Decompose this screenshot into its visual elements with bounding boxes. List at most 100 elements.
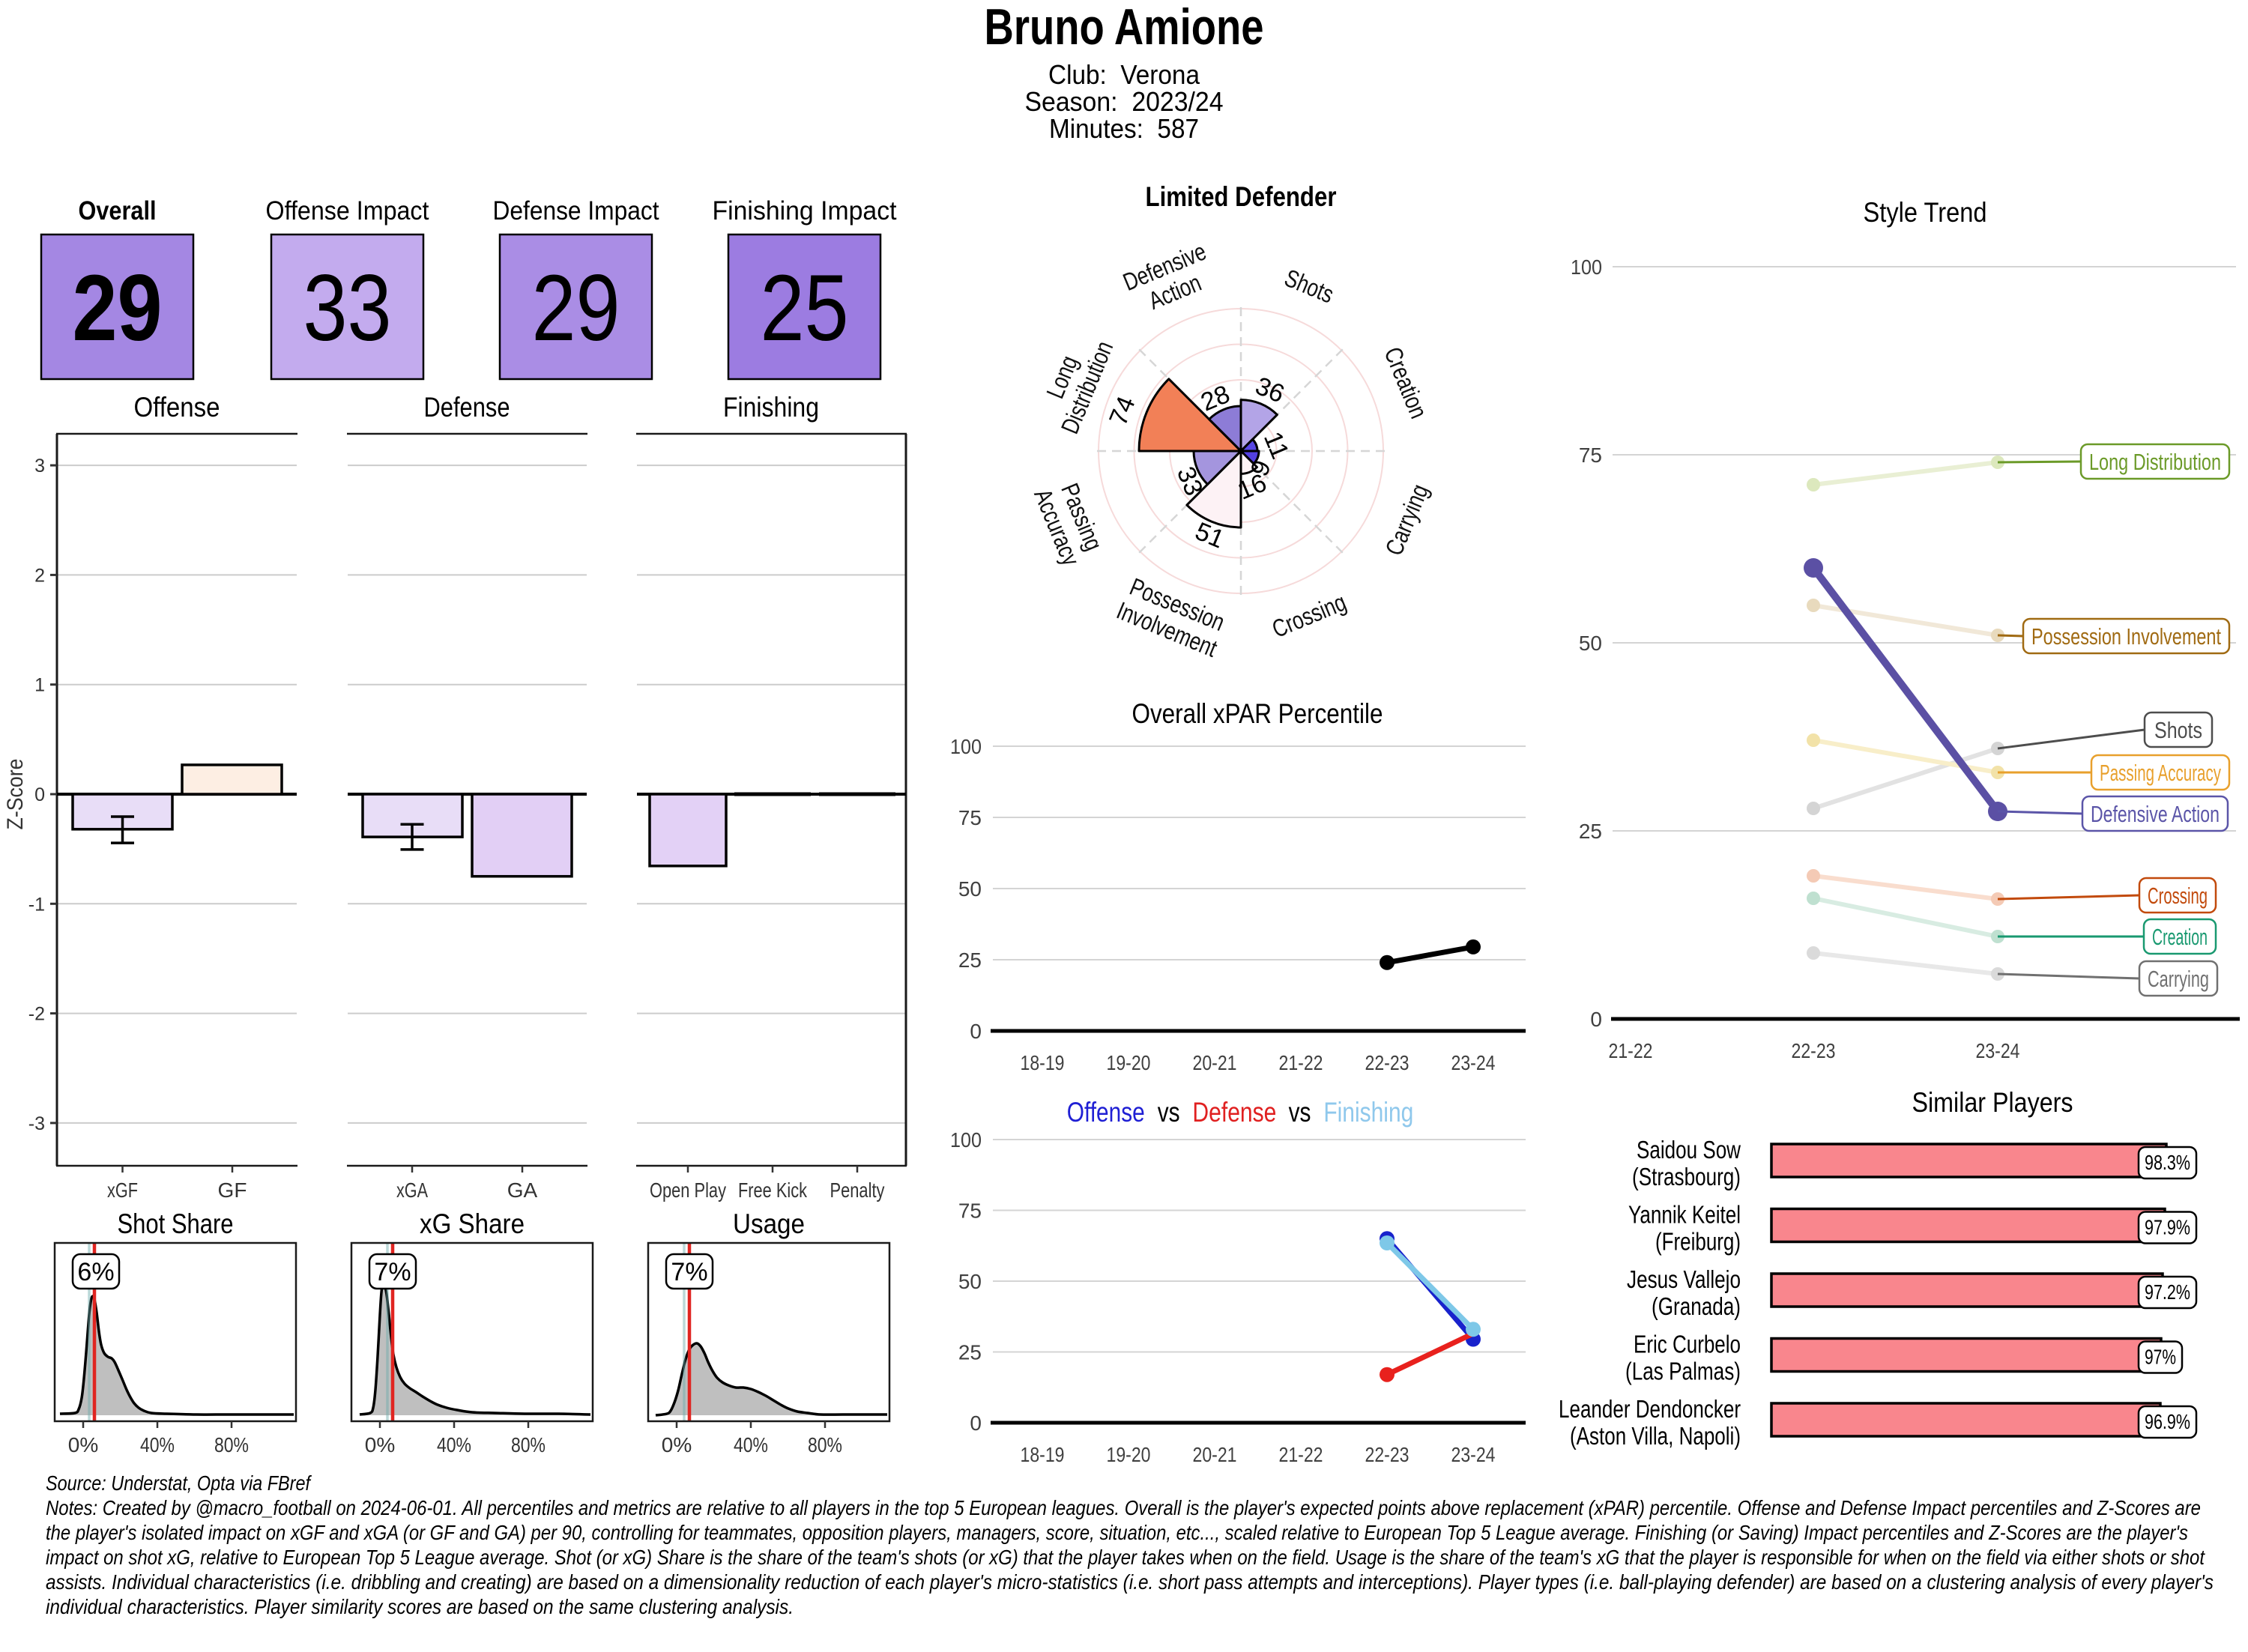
svg-text:GA: GA [507,1179,538,1202]
svg-text:50: 50 [958,877,982,901]
svg-text:GF: GF [218,1179,247,1202]
svg-text:Yannik Keitel: Yannik Keitel [1628,1201,1741,1229]
svg-text:7%: 7% [671,1258,707,1286]
svg-text:0: 0 [1590,1008,1602,1031]
svg-text:50: 50 [958,1270,982,1293]
svg-text:the player's isolated impact o: the player's isolated impact on xGF and … [46,1521,2188,1544]
svg-text:21-22: 21-22 [1279,1051,1323,1074]
svg-text:Usage: Usage [733,1208,805,1239]
svg-text:21-22: 21-22 [1279,1443,1323,1466]
svg-text:20-21: 20-21 [1193,1443,1237,1466]
svg-text:(Granada): (Granada) [1652,1292,1741,1320]
svg-text:Style Trend: Style Trend [1864,197,1987,228]
svg-text:33: 33 [303,256,392,360]
svg-text:Limited Defender: Limited Defender [1146,181,1337,212]
svg-text:2: 2 [34,565,45,586]
svg-text:Possession Involvement: Possession Involvement [2031,623,2221,650]
svg-text:25: 25 [958,948,982,972]
svg-text:100: 100 [950,735,982,758]
svg-text:40%: 40% [437,1433,471,1456]
svg-text:29: 29 [73,256,163,360]
svg-text:96.9%: 96.9% [2145,1410,2190,1433]
svg-text:50: 50 [1579,632,1602,655]
svg-text:Club: Verona: Club: Verona [1048,59,1200,90]
svg-text:6%: 6% [77,1258,114,1286]
svg-text:-2: -2 [28,1004,45,1025]
svg-text:Carrying: Carrying [2148,966,2209,992]
svg-text:vs: vs [1145,1097,1192,1128]
svg-text:Season: 2023/24: Season: 2023/24 [1025,86,1224,117]
svg-text:22-23: 22-23 [1365,1051,1409,1074]
svg-text:Z-Score: Z-Score [3,759,28,830]
svg-text:97.2%: 97.2% [2145,1280,2190,1304]
svg-text:3: 3 [34,456,45,476]
svg-text:Finishing: Finishing [723,392,819,423]
svg-text:assists. Individual characteri: assists. Individual characteristics (i.e… [46,1570,2214,1594]
svg-text:Long Distribution: Long Distribution [2089,449,2221,475]
svg-text:xGF: xGF [107,1179,138,1202]
svg-text:20-21: 20-21 [1193,1051,1237,1074]
svg-text:Jesus Vallejo: Jesus Vallejo [1627,1265,1741,1293]
svg-text:-1: -1 [28,894,45,915]
svg-text:0: 0 [34,784,45,805]
svg-text:23-24: 23-24 [1451,1051,1496,1074]
svg-text:Notes: Created by @macro_footb: Notes: Created by @macro_football on 202… [46,1496,2201,1519]
svg-text:29: 29 [532,256,620,360]
svg-text:Offense Impact: Offense Impact [266,196,429,226]
svg-text:Overall: Overall [79,196,157,226]
svg-text:(Freiburg): (Freiburg) [1655,1228,1741,1256]
svg-text:18-19: 18-19 [1021,1051,1065,1074]
svg-text:Defensive Action: Defensive Action [2091,801,2220,827]
svg-text:0: 0 [970,1412,982,1435]
svg-text:75: 75 [958,1199,982,1223]
svg-text:vs: vs [1276,1097,1323,1128]
svg-text:75: 75 [1579,444,1602,467]
svg-text:Defense: Defense [424,392,510,423]
svg-text:(Aston Villa, Napoli): (Aston Villa, Napoli) [1570,1422,1741,1450]
svg-text:Finishing Impact: Finishing Impact [713,196,897,226]
svg-text:Shot Share: Shot Share [118,1208,234,1239]
svg-text:21-22: 21-22 [1609,1039,1653,1062]
svg-text:75: 75 [958,806,982,829]
svg-text:80%: 80% [808,1433,842,1456]
svg-text:18-19: 18-19 [1021,1443,1065,1466]
svg-text:23-24: 23-24 [1451,1443,1496,1466]
svg-text:Saidou Sow: Saidou Sow [1637,1136,1741,1164]
svg-text:Defense: Defense [1192,1097,1276,1128]
svg-text:25: 25 [761,256,849,360]
svg-text:Similar Players: Similar Players [1912,1087,2073,1118]
svg-text:Crossing: Crossing [2148,883,2208,909]
svg-text:Passing Accuracy: Passing Accuracy [2100,760,2221,786]
svg-text:0: 0 [970,1020,982,1043]
svg-text:1: 1 [34,675,45,696]
svg-text:40%: 40% [734,1433,768,1456]
svg-text:xG Share: xG Share [420,1208,525,1239]
svg-text:Penalty: Penalty [830,1179,885,1202]
svg-text:impact on shot xG, relative to: impact on shot xG, relative to European … [46,1546,2205,1569]
svg-text:Overall xPAR Percentile: Overall xPAR Percentile [1132,698,1383,729]
svg-text:Offense: Offense [134,392,220,423]
svg-text:Minutes: 587: Minutes: 587 [1049,113,1199,144]
svg-text:100: 100 [950,1128,982,1152]
svg-text:Free Kick: Free Kick [738,1179,808,1202]
svg-text:-3: -3 [28,1113,45,1134]
svg-text:22-23: 22-23 [1365,1443,1409,1466]
svg-text:Open Play: Open Play [650,1179,726,1202]
svg-text:98.3%: 98.3% [2145,1151,2190,1174]
svg-text:Defense Impact: Defense Impact [493,196,659,226]
svg-text:Finishing: Finishing [1323,1097,1413,1128]
svg-text:40%: 40% [140,1433,175,1456]
svg-text:97%: 97% [2145,1346,2176,1369]
svg-text:0%: 0% [662,1433,692,1456]
svg-text:0%: 0% [68,1433,98,1456]
svg-text:25: 25 [1579,820,1602,843]
svg-text:individual characteristics. Pl: individual characteristics. Player simil… [46,1595,794,1618]
svg-text:80%: 80% [214,1433,249,1456]
svg-text:25: 25 [958,1341,982,1364]
svg-text:Source: Understat, Opta via FB: Source: Understat, Opta via FBref [46,1471,312,1495]
svg-text:Bruno Amione: Bruno Amione [985,0,1264,55]
svg-text:80%: 80% [511,1433,546,1456]
svg-text:Offense: Offense [1067,1097,1145,1128]
svg-text:Shots: Shots [2154,717,2202,743]
svg-text:(Strasbourg): (Strasbourg) [1632,1163,1741,1190]
